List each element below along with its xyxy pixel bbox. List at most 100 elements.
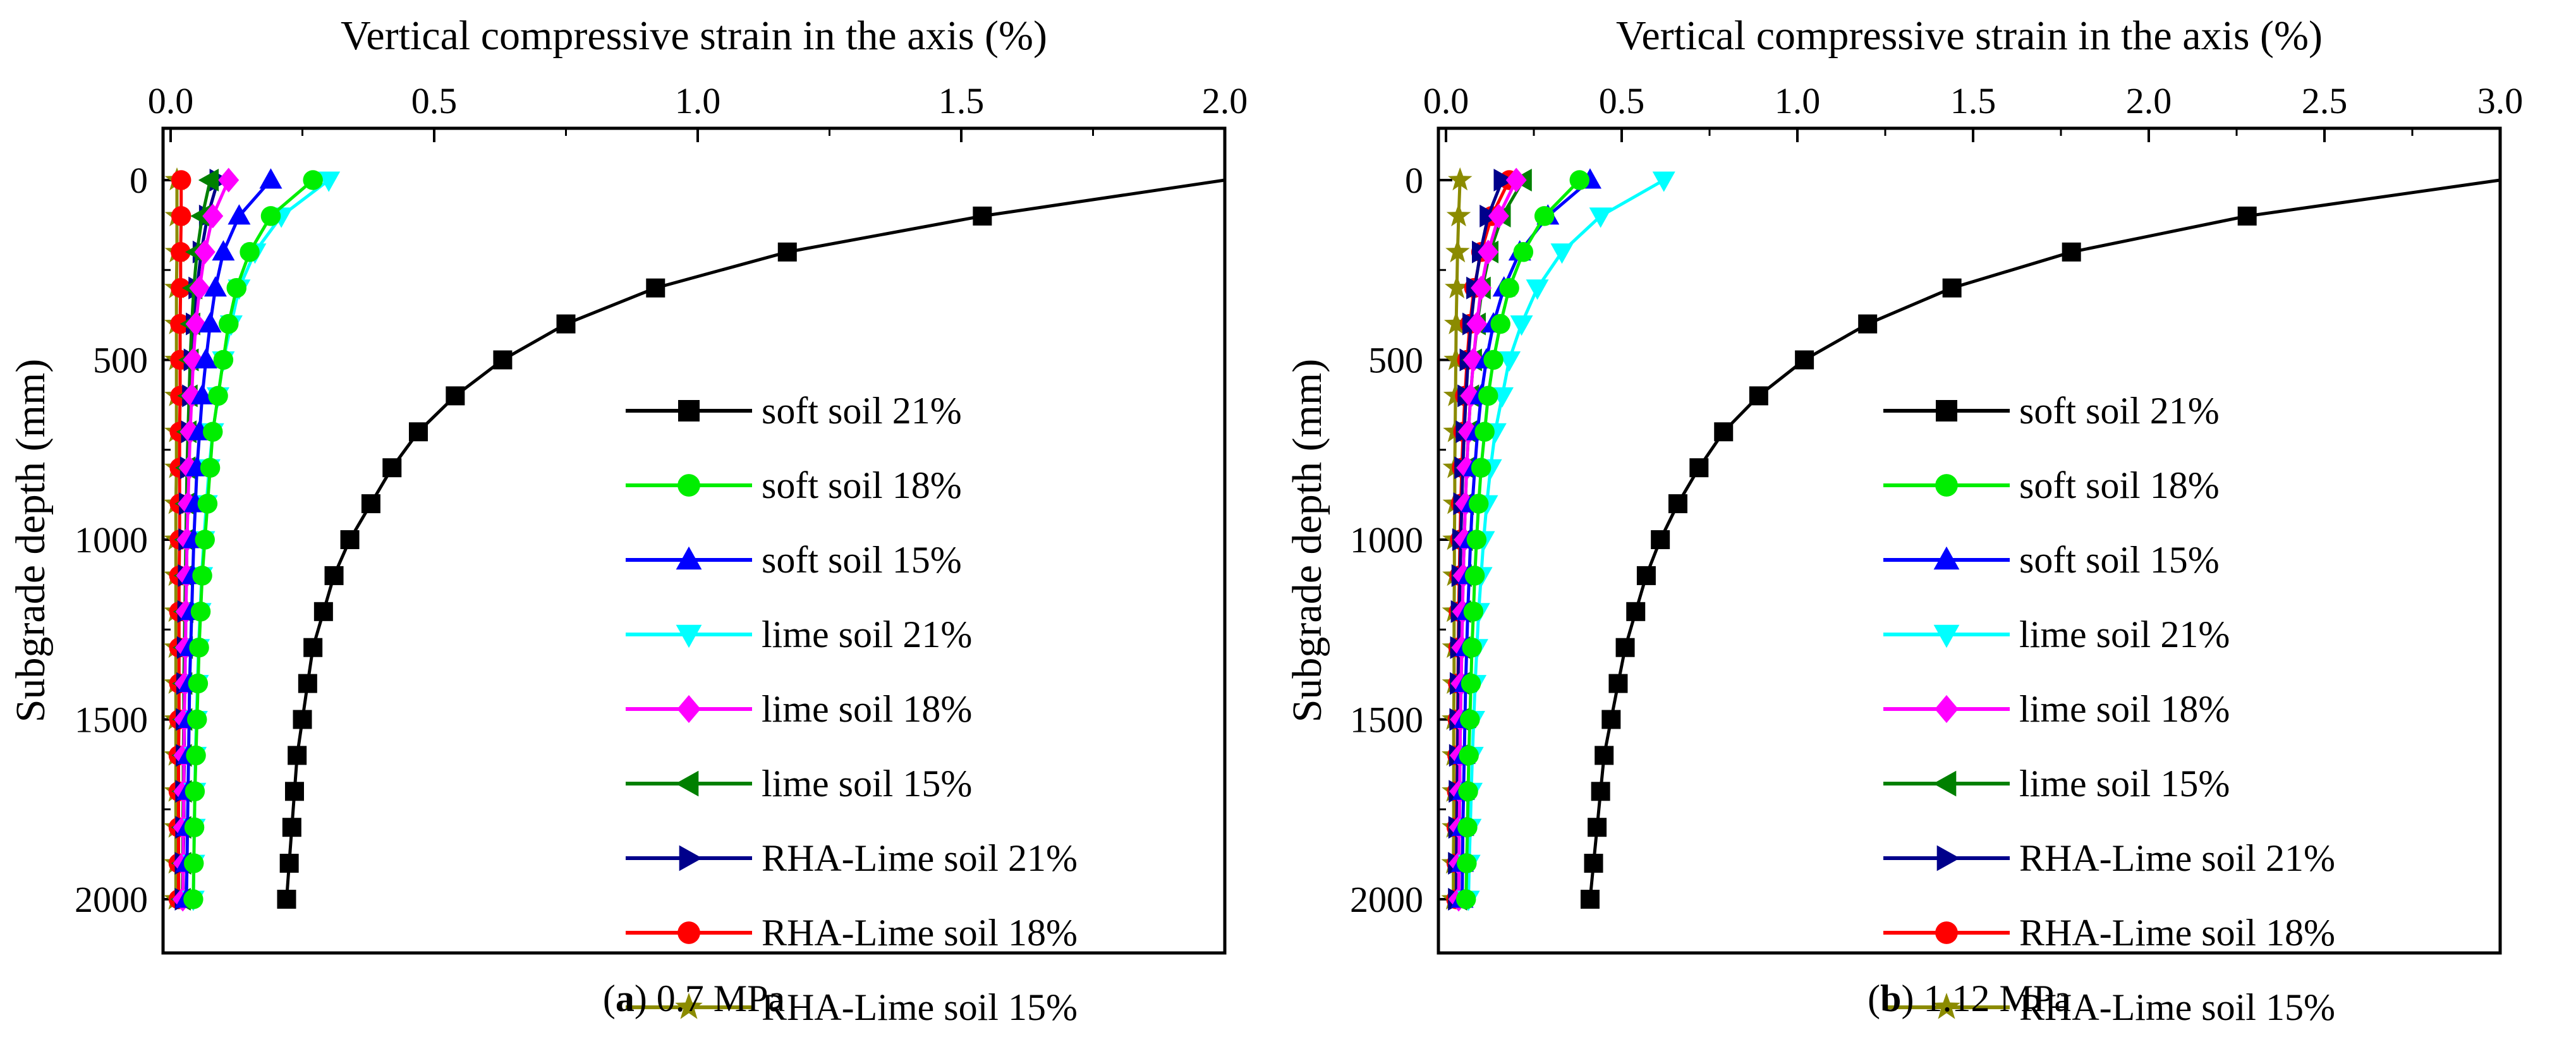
data-point [1478,385,1498,406]
data-point [1443,347,1468,370]
data-point [198,169,219,191]
x-tick-label: 0.0 [148,80,194,121]
data-point [1795,350,1814,370]
legend-label: soft soil 15% [762,539,962,581]
legend-marker [675,770,699,797]
data-point [186,745,206,766]
legend-marker [1933,993,1960,1019]
data-point [303,638,323,657]
data-point [313,602,333,621]
data-point [1483,349,1504,370]
x-tick-label: 2.5 [2302,80,2348,121]
legend-marker [1933,624,1960,648]
legend-marker [676,546,702,570]
data-point [183,853,204,873]
data-point [200,458,221,478]
caption-text: ) 1.12 MPa [1902,978,2071,1019]
caption-open: ( [603,978,616,1019]
data-point [171,170,191,190]
y-axis-ticks: 0 500 1000 1500 2000 [1350,160,1452,920]
legend-label: lime soil 18% [2019,688,2230,730]
data-point [189,637,209,658]
caption-label: b [1880,978,1901,1019]
data-point [197,494,218,514]
data-point [1464,566,1485,586]
data-point [1461,673,1481,694]
legend-entry: RHA-Lime soil 15% [1883,986,2335,1028]
data-point [202,203,224,229]
caption-open: ( [1868,978,1880,1019]
data-point [190,204,211,227]
x-tick-label: 2.0 [1202,80,1248,121]
legend-entry: soft soil 21% [1883,390,2220,432]
x-tick-label: 0.5 [411,80,458,121]
legend-label: RHA-Lime soil 21% [762,837,1078,879]
data-point [213,349,234,370]
legend-label: RHA-Lime soil 21% [2019,837,2335,879]
data-point [195,530,215,550]
data-point [212,240,235,261]
data-point [361,494,380,514]
y-axis-ticks: 0 500 1000 1500 2000 [75,160,177,920]
data-point [188,673,209,694]
data-point [1490,313,1510,334]
data-point [204,276,227,297]
legend-label: RHA-Lime soil 18% [2019,912,2335,954]
data-point [1471,458,1492,478]
y-tick-label: 500 [93,340,148,381]
legend-entry: lime soil 15% [1883,763,2230,804]
data-point [1493,169,1514,191]
data-point [1445,275,1469,299]
data-point [198,312,222,333]
data-point [282,818,301,837]
legend-marker [1933,770,1957,797]
data-point [1448,167,1473,191]
y-tick-label: 2000 [1350,879,1423,920]
y-tick-label: 1000 [1350,519,1423,561]
data-point [317,171,341,192]
data-point [1534,206,1555,226]
legend-marker [677,474,700,497]
data-point [194,348,217,368]
data-point [1588,818,1607,837]
data-point [1526,279,1549,300]
legend: soft soil 21% soft soil 18% soft soil 15% l… [1883,390,2335,1028]
data-point [171,242,191,262]
data-point [1689,458,1709,478]
data-point [1589,207,1612,228]
legend-entry: RHA-Lime soil 18% [626,912,1078,954]
series-group [1441,167,2501,912]
data-point [1569,170,1590,190]
data-point [1591,782,1610,801]
data-point [279,854,299,873]
data-point [1749,386,1768,406]
data-point [1462,637,1482,658]
data-point [228,204,251,225]
caption-text: ) 0.7 MPa [635,978,785,1019]
legend: soft soil 21% soft soil 18% soft soil 15% l… [626,390,1078,1028]
data-point [194,240,216,265]
data-point [1474,421,1495,442]
series-soft-soil-18- [1455,170,1590,909]
data-point [1459,745,1479,766]
data-point [1714,422,1734,442]
data-point [303,170,323,190]
legend-entry: lime soil 18% [1883,688,2230,730]
legend-label: soft soil 21% [762,390,962,432]
series-line [285,178,1225,900]
data-point [259,168,283,189]
x-tick-label: 1.0 [1775,80,1821,121]
data-point [192,566,212,586]
legend-entry: lime soil 21% [1883,614,2230,655]
y-tick-label: 500 [1368,340,1423,381]
legend-label: lime soil 21% [762,614,972,655]
data-point [324,566,344,585]
legend-marker [1936,845,1960,871]
data-point [1460,709,1480,730]
x-tick-label: 3.0 [2477,80,2524,121]
data-point [646,278,665,298]
data-point [556,314,576,334]
panel-b: 0.0 0.5 1.0 1.5 2.0 2.5 3.0 0 500 1000 1500 2000 Ver… [1284,13,2523,1028]
y-tick-label: 1500 [75,700,148,741]
x-tick-label: 0.5 [1599,80,1645,121]
